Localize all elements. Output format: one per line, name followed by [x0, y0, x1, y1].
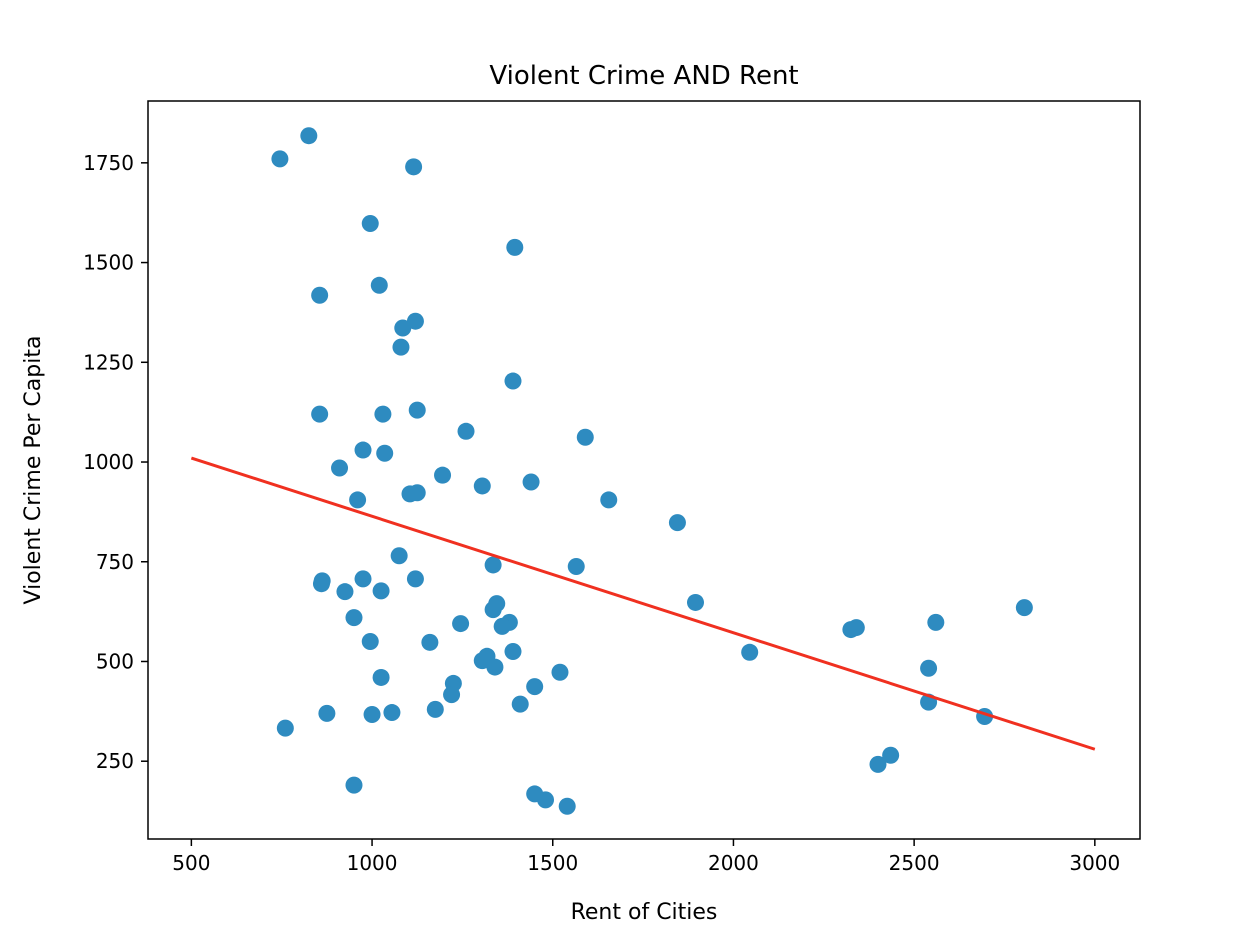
x-axis: 500 1000 1500 2000 2500 3000: [172, 839, 1120, 875]
data-point: [567, 558, 585, 576]
data-point: [408, 484, 426, 502]
data-point: [374, 405, 392, 423]
data-point: [311, 286, 329, 304]
data-point: [522, 473, 540, 491]
data-point: [405, 158, 423, 176]
data-point: [551, 663, 569, 681]
data-point: [331, 459, 349, 477]
data-point: [920, 659, 938, 677]
data-point: [452, 615, 470, 633]
y-tick-label: 1000: [83, 450, 134, 474]
data-point: [349, 491, 367, 509]
data-point: [686, 593, 704, 611]
data-point: [336, 583, 354, 601]
data-point: [506, 238, 524, 256]
data-point: [537, 791, 555, 809]
data-point: [354, 441, 372, 459]
data-point: [363, 706, 381, 724]
x-tick-label: 2000: [708, 851, 759, 875]
data-point: [882, 746, 900, 764]
data-point: [504, 643, 522, 661]
data-point: [927, 613, 945, 631]
data-point: [558, 797, 576, 815]
data-point: [406, 570, 424, 588]
y-tick-label: 250: [96, 749, 134, 773]
trend-line: [190, 456, 1096, 751]
y-axis: 250 500 750 1000 1250 1500 1750: [83, 151, 148, 773]
data-point: [361, 633, 379, 651]
data-point: [372, 668, 390, 686]
data-point: [345, 609, 363, 627]
data-point: [443, 686, 461, 704]
y-tick-label: 750: [96, 550, 134, 574]
data-point: [434, 466, 452, 484]
x-tick-label: 500: [172, 851, 210, 875]
x-tick-label: 1000: [347, 851, 398, 875]
data-point: [408, 401, 426, 419]
data-point: [426, 700, 444, 718]
data-point: [493, 617, 511, 635]
plot-frame: [147, 100, 1141, 840]
data-point: [318, 704, 336, 722]
y-tick-label: 500: [96, 649, 134, 673]
data-point: [576, 428, 594, 446]
x-axis-label: Rent of Cities: [571, 900, 718, 925]
data-point: [345, 776, 363, 794]
data-point: [313, 572, 331, 590]
data-point: [361, 214, 379, 232]
data-point: [511, 695, 529, 713]
data-point: [488, 595, 506, 613]
data-point: [484, 556, 502, 574]
data-point: [370, 276, 388, 294]
data-point: [457, 422, 475, 440]
y-axis-label: Violent Crime Per Capita: [21, 336, 46, 605]
x-tick-label: 1500: [527, 851, 578, 875]
plot-area: [190, 127, 1096, 815]
data-point: [741, 643, 759, 661]
data-point: [311, 405, 329, 423]
data-point: [1015, 599, 1033, 617]
data-point: [421, 633, 439, 651]
data-point: [276, 719, 294, 737]
data-point: [354, 570, 372, 588]
y-tick-label: 1500: [83, 251, 134, 275]
data-point: [383, 704, 401, 722]
x-tick-label: 3000: [1069, 851, 1120, 875]
data-point: [394, 319, 412, 337]
data-point: [376, 444, 394, 462]
data-point: [300, 127, 318, 145]
data-point: [486, 658, 504, 676]
data-point: [372, 582, 390, 600]
data-point: [504, 372, 522, 390]
y-tick-label: 1250: [83, 350, 134, 374]
data-point: [668, 514, 686, 532]
y-tick-label: 1750: [83, 151, 134, 175]
data-point: [473, 477, 491, 495]
data-point: [600, 491, 618, 509]
data-point: [406, 312, 424, 330]
data-point: [390, 547, 408, 565]
data-point: [392, 338, 410, 356]
data-point: [847, 619, 865, 637]
data-point: [869, 755, 887, 773]
data-point: [526, 678, 544, 696]
data-point: [271, 150, 289, 168]
chart-title: Violent Crime AND Rent: [489, 61, 798, 91]
x-tick-label: 2500: [889, 851, 940, 875]
